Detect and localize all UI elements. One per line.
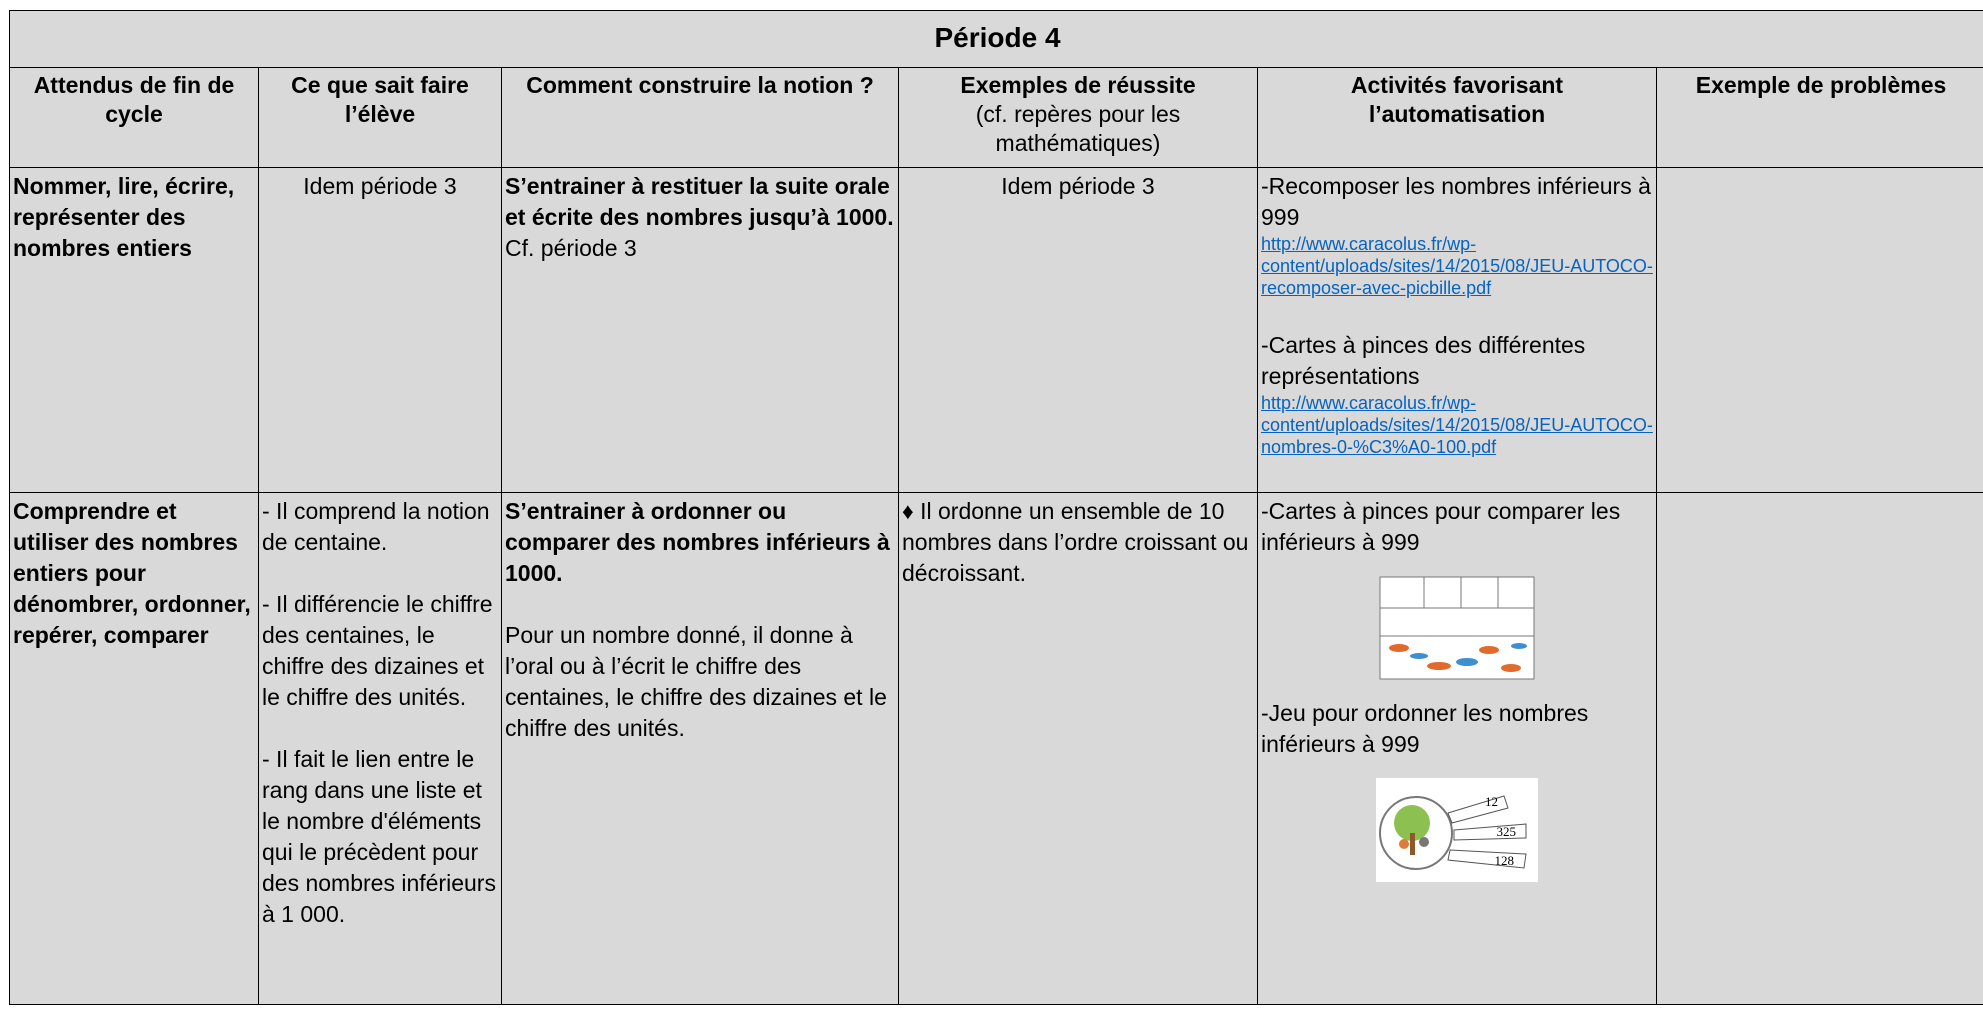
- column-header: Exemples de réussite (cf. repères pour le…: [898, 67, 1258, 168]
- game-image: 12 325 128: [1376, 778, 1538, 882]
- cell-text: - Il comprend la notion de centaine.: [262, 498, 490, 555]
- cell: [1655, 492, 1983, 1005]
- cell: S’entrainer à ordonner ou comparer des n…: [501, 492, 899, 1005]
- column-header: Activités favorisant l’automatisation: [1257, 67, 1657, 168]
- activity-text: -Jeu pour ordonner les nombres inférieur…: [1261, 700, 1589, 757]
- header-title: Exemples de réussite: [960, 72, 1196, 98]
- header-note: (cf. repères pour les mathématiques): [975, 101, 1181, 156]
- cell-text: S’entrainer à restituer la suite orale e…: [505, 173, 894, 230]
- cell: [1655, 167, 1983, 493]
- cell-text: S’entrainer à ordonner ou comparer des n…: [505, 498, 890, 586]
- table-row: Nommer, lire, écrire, représenter des no…: [9, 167, 1983, 493]
- image-label: 12: [1485, 794, 1498, 809]
- cell: Idem période 3: [258, 167, 502, 493]
- program-table: Période 4 Attendus de fin de cycle Ce qu…: [8, 10, 1983, 1005]
- cell: - Il comprend la notion de centaine. - I…: [258, 492, 502, 1005]
- cards-image: [1379, 576, 1535, 680]
- column-header: Ce que sait faire l’élève: [258, 67, 502, 168]
- activity-text: -Recomposer les nombres inférieurs à 999: [1261, 173, 1651, 230]
- cell: Nommer, lire, écrire, représenter des no…: [9, 167, 259, 493]
- image-label: 325: [1497, 824, 1517, 839]
- cell-text: Pour un nombre donné, il donne à l’oral …: [505, 622, 887, 741]
- column-header: Comment construire la notion ?: [501, 67, 899, 168]
- header-row: Attendus de fin de cycle Ce que sait fai…: [9, 67, 1983, 168]
- activity-text: -Cartes à pinces des différentes représe…: [1261, 332, 1586, 389]
- table-row: Comprendre et utiliser des nombres entie…: [9, 492, 1983, 1005]
- cell: Comprendre et utiliser des nombres entie…: [9, 492, 259, 1005]
- activity-link[interactable]: http://www.caracolus.fr/wp-content/uploa…: [1261, 393, 1653, 457]
- document: Période 4 Attendus de fin de cycle Ce qu…: [8, 10, 1983, 1005]
- table-title: Période 4: [8, 10, 1983, 68]
- activity-text: -Cartes à pinces pour comparer les infér…: [1261, 498, 1621, 555]
- title-row: Période 4: [8, 10, 1983, 68]
- column-header: Exemple de problèmes: [1655, 67, 1983, 168]
- cell: S’entrainer à restituer la suite orale e…: [501, 167, 899, 493]
- cell-text: Cf. période 3: [505, 235, 637, 261]
- cell: ♦ Il ordonne un ensemble de 10 nombres d…: [898, 492, 1258, 1005]
- column-header: Attendus de fin de cycle: [9, 67, 259, 168]
- cell: Idem période 3: [898, 167, 1258, 493]
- cell-text: - Il différencie le chiffre des centaine…: [262, 591, 493, 710]
- cell-text: - Il fait le lien entre le rang dans une…: [262, 746, 496, 927]
- cell: -Cartes à pinces pour comparer les infér…: [1257, 492, 1657, 1005]
- cell: -Recomposer les nombres inférieurs à 999…: [1257, 167, 1657, 493]
- activity-link[interactable]: http://www.caracolus.fr/wp-content/uploa…: [1261, 234, 1653, 298]
- image-label: 128: [1495, 853, 1515, 868]
